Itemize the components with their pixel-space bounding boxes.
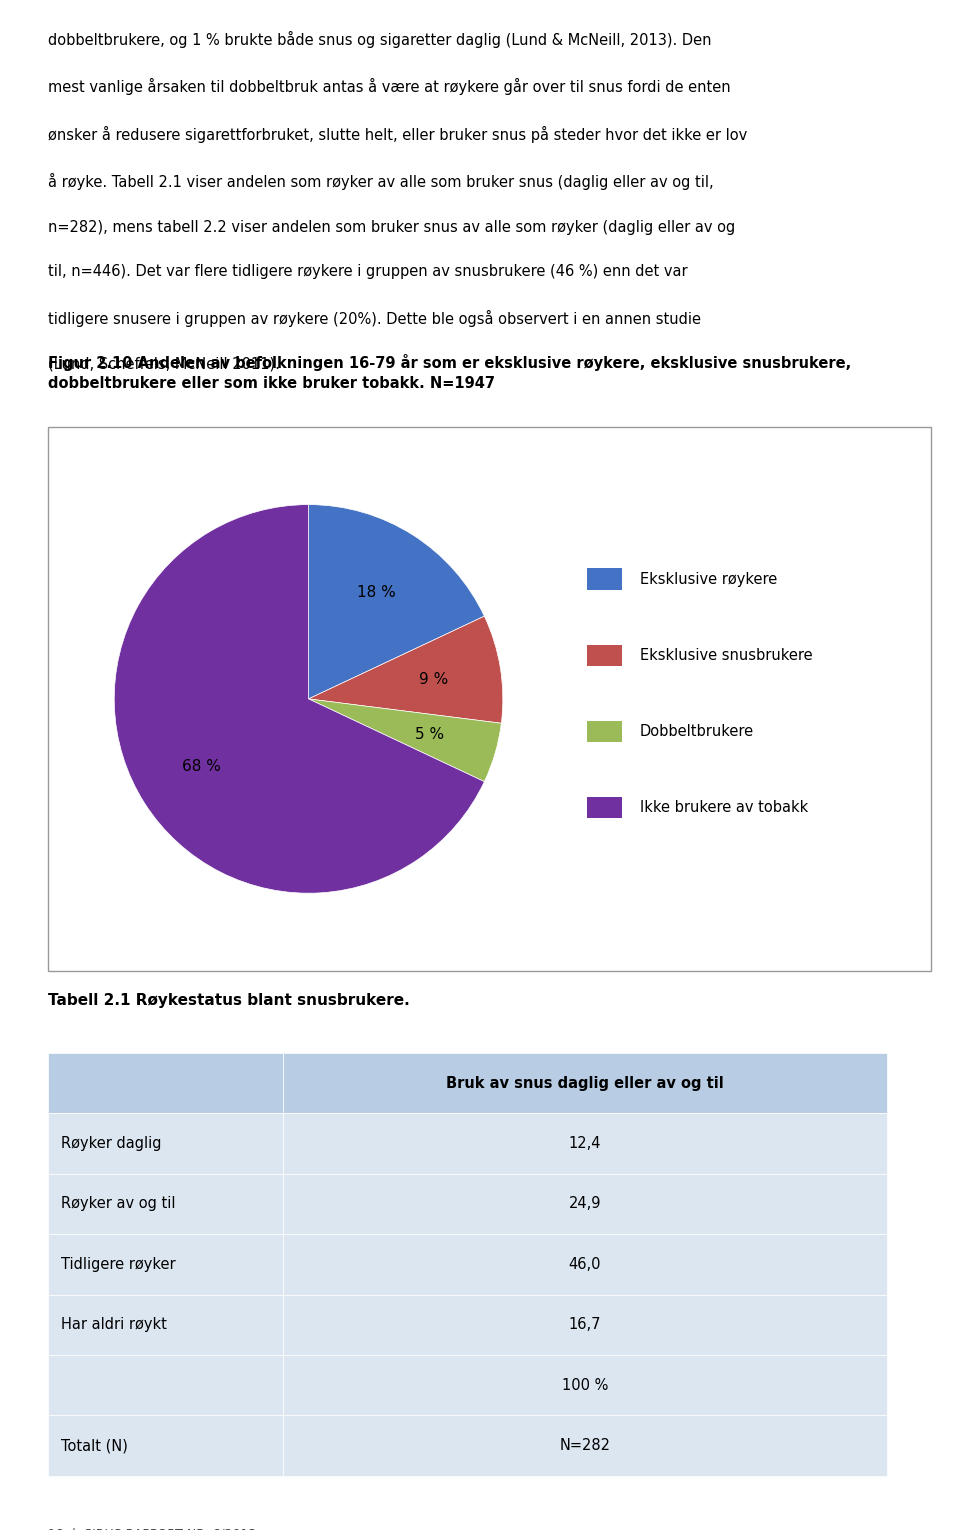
- FancyBboxPatch shape: [283, 1294, 887, 1356]
- FancyBboxPatch shape: [283, 1356, 887, 1415]
- Text: Eksklusive snusbrukere: Eksklusive snusbrukere: [639, 647, 812, 662]
- Text: Ikke brukere av tobakk: Ikke brukere av tobakk: [639, 800, 808, 815]
- FancyBboxPatch shape: [283, 1174, 887, 1235]
- Text: 46,0: 46,0: [568, 1256, 601, 1271]
- Text: Tabell 2.1 Røykestatus blant snusbrukere.: Tabell 2.1 Røykestatus blant snusbrukere…: [48, 993, 410, 1008]
- FancyBboxPatch shape: [587, 569, 622, 591]
- FancyBboxPatch shape: [283, 1053, 887, 1114]
- Text: dobbeltbrukere, og 1 % brukte både snus og sigaretter daglig (Lund & McNeill, 20: dobbeltbrukere, og 1 % brukte både snus …: [48, 31, 747, 372]
- Text: 16,7: 16,7: [568, 1317, 601, 1333]
- Text: Røyker daglig: Røyker daglig: [61, 1137, 161, 1151]
- Text: 18  |  SIRUS RAPPORT NR. 6/2013: 18 | SIRUS RAPPORT NR. 6/2013: [48, 1527, 256, 1530]
- Text: Totalt (N): Totalt (N): [61, 1438, 128, 1453]
- FancyBboxPatch shape: [587, 644, 622, 666]
- Text: N=282: N=282: [560, 1438, 611, 1453]
- FancyBboxPatch shape: [48, 1294, 283, 1356]
- Text: Røyker av og til: Røyker av og til: [61, 1196, 176, 1212]
- FancyBboxPatch shape: [48, 427, 931, 970]
- Text: 100 %: 100 %: [562, 1377, 609, 1392]
- FancyBboxPatch shape: [48, 1114, 283, 1174]
- Text: Dobbeltbrukere: Dobbeltbrukere: [639, 724, 754, 739]
- Text: Eksklusive røykere: Eksklusive røykere: [639, 572, 777, 588]
- Text: Bruk av snus daglig eller av og til: Bruk av snus daglig eller av og til: [446, 1076, 724, 1091]
- FancyBboxPatch shape: [283, 1114, 887, 1174]
- Text: Figur 2.10 Andelen av befolkningen 16-79 år som er eksklusive røykere, eksklusiv: Figur 2.10 Andelen av befolkningen 16-79…: [48, 353, 852, 390]
- Text: 12,4: 12,4: [568, 1137, 601, 1151]
- FancyBboxPatch shape: [283, 1235, 887, 1294]
- Text: 24,9: 24,9: [568, 1196, 601, 1212]
- FancyBboxPatch shape: [48, 1053, 283, 1114]
- FancyBboxPatch shape: [283, 1415, 887, 1476]
- Text: Tidligere røyker: Tidligere røyker: [61, 1256, 176, 1271]
- FancyBboxPatch shape: [48, 1235, 283, 1294]
- Text: Har aldri røykt: Har aldri røykt: [61, 1317, 167, 1333]
- FancyBboxPatch shape: [587, 797, 622, 819]
- FancyBboxPatch shape: [587, 721, 622, 742]
- FancyBboxPatch shape: [48, 1174, 283, 1235]
- FancyBboxPatch shape: [48, 1415, 283, 1476]
- FancyBboxPatch shape: [48, 1356, 283, 1415]
